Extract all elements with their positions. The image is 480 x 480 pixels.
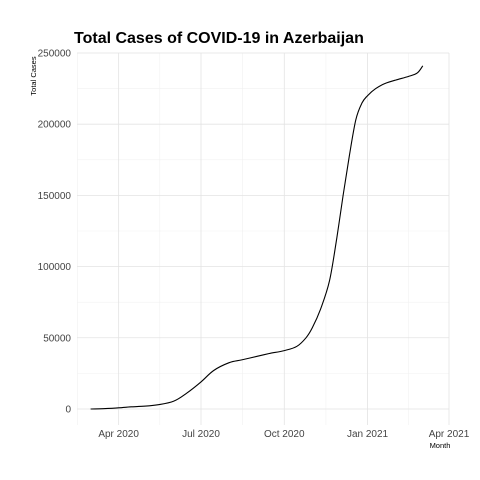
series-lines (91, 66, 423, 409)
x-tick-label: Apr 2021 (429, 429, 470, 440)
x-axis-label: Month (430, 441, 451, 450)
x-tick-label: Jan 2021 (347, 429, 389, 440)
y-tick-label: 100000 (38, 262, 72, 273)
major-gridlines (77, 53, 449, 425)
y-tick-label: 0 (65, 404, 71, 415)
chart-title: Total Cases of COVID-19 in Azerbaijan (74, 30, 364, 47)
x-tick-label: Apr 2020 (98, 429, 139, 440)
y-tick-label: 250000 (38, 49, 72, 60)
y-tick-label: 200000 (38, 120, 72, 131)
minor-gridlines (77, 53, 449, 425)
x-tick-label: Jul 2020 (182, 429, 220, 440)
x-tick-label: Oct 2020 (264, 429, 305, 440)
y-tick-labels: 0 50000 100000 150000 200000 250000 (38, 49, 72, 416)
y-tick-label: 50000 (43, 333, 71, 344)
x-tick-labels: Apr 2020 Jul 2020 Oct 2020 Jan 2021 Apr 2021 (98, 429, 469, 440)
y-tick-label: 150000 (38, 191, 72, 202)
total-cases-line (91, 66, 423, 409)
y-axis-label: Total Cases (29, 56, 38, 95)
